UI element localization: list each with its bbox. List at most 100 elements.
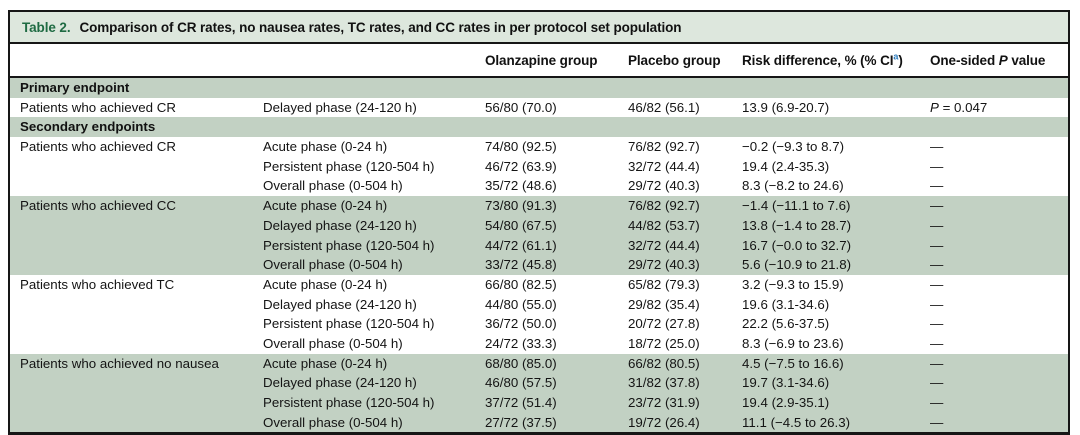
table-body: Primary endpoint Patients who achieved CR… [10, 78, 1068, 433]
table-row: Overall phase (0-504 h) 27/72 (37.5) 19/72… [10, 412, 1068, 433]
table-row: Persistent phase (120-504 h) 36/72 (50.0)… [10, 314, 1068, 334]
placebo-value-cell: 65/82 (79.3) [628, 276, 700, 292]
placebo-value-cell: 23/72 (31.9) [628, 395, 700, 410]
olanzapine-value-cell: 68/80 (85.0) [485, 355, 557, 371]
p-value-cell: — [930, 217, 944, 233]
col-header-olanzapine: Olanzapine group [485, 53, 598, 68]
phase-cell: Overall phase (0-504 h) [263, 335, 403, 351]
olanzapine-value-cell: 27/72 (37.5) [485, 414, 557, 430]
table-row: Delayed phase (24-120 h) 54/80 (67.5) 44/8… [10, 215, 1068, 236]
phase-cell: Persistent phase (120-504 h) [263, 237, 435, 253]
endpoint-cell: Patients who achieved no nausea [20, 355, 219, 371]
olanzapine-value-cell: 44/72 (61.1) [485, 237, 557, 253]
endpoint-cell: Patients who achieved CC [20, 198, 176, 214]
placebo-value-cell: 20/72 (27.8) [628, 316, 700, 332]
endpoint-cell: Patients who achieved CR [20, 139, 176, 155]
risk-difference-cell: 4.5 (−7.5 to 16.6) [742, 355, 844, 371]
risk-difference-cell: 19.4 (2.4-35.3) [742, 158, 830, 174]
section-header-row: Secondary endpoints [10, 117, 1068, 138]
olanzapine-value-cell: 56/80 (70.0) [485, 99, 557, 115]
risk-difference-cell: 8.3 (−8.2 to 24.6) [742, 178, 844, 194]
phase-cell: Overall phase (0-504 h) [263, 257, 403, 273]
olanzapine-value-cell: 46/72 (63.9) [485, 158, 557, 174]
phase-cell: Acute phase (0-24 h) [263, 139, 388, 155]
olanzapine-value-cell: 46/80 (57.5) [485, 375, 557, 391]
p-value-cell: — [930, 139, 944, 155]
table-title-text: Comparison of CR rates, no nausea rates,… [79, 20, 682, 35]
placebo-value-cell: 18/72 (25.0) [628, 335, 700, 351]
phase-cell: Delayed phase (24-120 h) [263, 99, 417, 115]
table-number: Table 2. [22, 20, 71, 35]
p-value-cell: P = 0.047 [930, 99, 988, 115]
placebo-value-cell: 32/72 (44.4) [628, 158, 700, 174]
phase-cell: Persistent phase (120-504 h) [263, 158, 435, 174]
table-row: Delayed phase (24-120 h) 46/80 (57.5) 31/8… [10, 373, 1068, 393]
p-value-cell: — [930, 237, 944, 253]
placebo-value-cell: 29/82 (35.4) [628, 296, 700, 312]
table-row: Overall phase (0-504 h) 35/72 (48.6) 29/72… [10, 176, 1068, 197]
p-value-cell: — [930, 257, 944, 273]
olanzapine-value-cell: 54/80 (67.5) [485, 217, 557, 233]
p-value-cell: — [930, 395, 944, 410]
phase-cell: Delayed phase (24-120 h) [263, 217, 417, 233]
placebo-value-cell: 31/82 (37.8) [628, 375, 700, 391]
table-row: Patients who achieved TC Acute phase (0-2… [10, 274, 1068, 295]
footnote-marker-a: a [893, 51, 899, 62]
col-header-risk-difference: Risk difference, % (% CIa) [742, 51, 903, 68]
table-row: Persistent phase (120-504 h) 44/72 (61.1)… [10, 235, 1068, 256]
section-header-row: Primary endpoint [10, 78, 1068, 98]
phase-cell: Persistent phase (120-504 h) [263, 316, 435, 332]
phase-cell: Overall phase (0-504 h) [263, 414, 403, 430]
olanzapine-value-cell: 74/80 (92.5) [485, 139, 557, 155]
olanzapine-value-cell: 44/80 (55.0) [485, 296, 557, 312]
endpoint-cell: Patients who achieved CR [20, 99, 176, 115]
risk-difference-cell: −0.2 (−9.3 to 8.7) [742, 139, 845, 155]
risk-difference-cell: 19.7 (3.1-34.6) [742, 375, 830, 391]
table-row: Patients who achieved CC Acute phase (0-2… [10, 196, 1068, 216]
phase-cell: Acute phase (0-24 h) [263, 276, 388, 292]
placebo-value-cell: 66/82 (80.5) [628, 355, 700, 371]
olanzapine-value-cell: 33/72 (45.8) [485, 257, 557, 273]
risk-difference-cell: 5.6 (−10.9 to 21.8) [742, 257, 852, 273]
placebo-value-cell: 19/72 (26.4) [628, 414, 700, 430]
table-row: Patients who achieved CR Delayed phase (2… [10, 97, 1068, 118]
olanzapine-value-cell: 36/72 (50.0) [485, 316, 557, 332]
endpoint-cell: Patients who achieved TC [20, 276, 175, 292]
placebo-value-cell: 29/72 (40.3) [628, 257, 700, 273]
p-value-cell: — [930, 178, 944, 194]
table-row: Overall phase (0-504 h) 24/72 (33.3) 18/72… [10, 333, 1068, 354]
phase-cell: Persistent phase (120-504 h) [263, 395, 435, 410]
phase-cell: Acute phase (0-24 h) [263, 198, 388, 214]
column-header-row: Olanzapine group Placebo group Risk diff… [10, 44, 1068, 78]
p-value-cell: — [930, 355, 944, 371]
comparison-table: Table 2. Comparison of CR rates, no nause… [8, 10, 1070, 435]
table-row: Overall phase (0-504 h) 33/72 (45.8) 29/72… [10, 255, 1068, 275]
p-value-cell: — [930, 276, 944, 292]
phase-cell: Delayed phase (24-120 h) [263, 296, 417, 312]
phase-cell: Overall phase (0-504 h) [263, 178, 403, 194]
risk-difference-cell: −1.4 (−11.1 to 7.6) [742, 198, 851, 214]
olanzapine-value-cell: 73/80 (91.3) [485, 198, 557, 214]
table-row: Patients who achieved no nausea Acute pha… [10, 353, 1068, 374]
risk-difference-cell: 13.9 (6.9-20.7) [742, 99, 830, 115]
olanzapine-value-cell: 37/72 (51.4) [485, 395, 557, 410]
p-value-cell: — [930, 375, 944, 391]
col-header-p-value: One-sided P value [930, 53, 1046, 68]
p-value-cell: — [930, 414, 944, 430]
p-value-cell: — [930, 296, 944, 312]
placebo-value-cell: 32/72 (44.4) [628, 237, 700, 253]
olanzapine-value-cell: 66/80 (82.5) [485, 276, 557, 292]
phase-cell: Acute phase (0-24 h) [263, 355, 388, 371]
risk-difference-cell: 19.6 (3.1-34.6) [742, 296, 830, 312]
placebo-value-cell: 46/82 (56.1) [628, 99, 700, 115]
col-header-placebo: Placebo group [628, 53, 721, 68]
risk-difference-cell: 13.8 (−1.4 to 28.7) [742, 217, 852, 233]
p-value-cell: — [930, 158, 944, 174]
risk-difference-cell: 8.3 (−6.9 to 23.6) [742, 335, 844, 351]
table-row: Patients who achieved CR Acute phase (0-2… [10, 137, 1068, 157]
phase-cell: Delayed phase (24-120 h) [263, 375, 417, 391]
placebo-value-cell: 76/82 (92.7) [628, 198, 700, 214]
table-caption: Table 2. Comparison of CR rates, no nause… [10, 12, 1068, 44]
risk-difference-cell: 16.7 (−0.0 to 32.7) [742, 237, 852, 253]
table-row: Delayed phase (24-120 h) 44/80 (55.0) 29/8… [10, 294, 1068, 315]
